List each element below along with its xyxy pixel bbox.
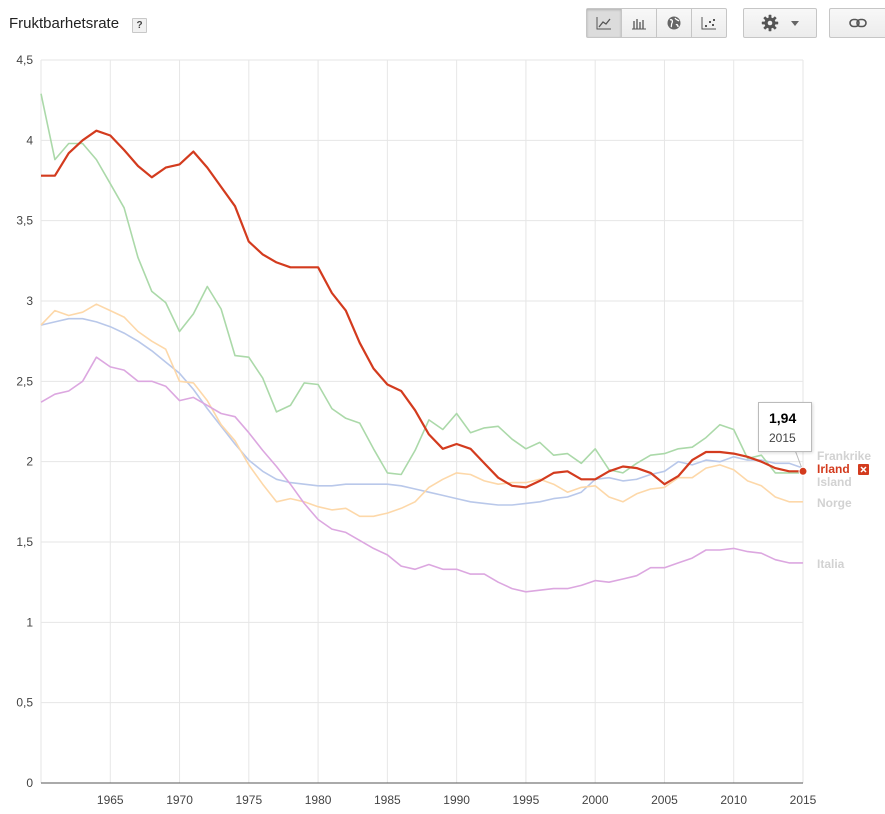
y-axis-ticks: 0 0,5 1 1,5 2 2,5 3 3,5 4 4,5 bbox=[16, 53, 33, 790]
y-tick-label: 1 bbox=[26, 615, 33, 629]
x-tick-label: 1990 bbox=[443, 793, 470, 807]
series-line-island bbox=[40, 93, 803, 476]
x-tick-label: 1985 bbox=[374, 793, 401, 807]
y-tick-label: 0 bbox=[26, 776, 33, 790]
map-view-button[interactable] bbox=[657, 9, 692, 37]
link-button[interactable] bbox=[829, 8, 885, 38]
y-tick-label: 3 bbox=[26, 294, 33, 308]
series-line-frankrike bbox=[40, 317, 804, 506]
chart-title: Fruktbarhetsrate bbox=[9, 15, 120, 32]
y-tick-label: 1,5 bbox=[16, 535, 33, 549]
bar-chart-view-button[interactable] bbox=[622, 9, 657, 37]
help-button[interactable]: ? bbox=[132, 18, 147, 33]
remove-series-icon-cross bbox=[860, 466, 867, 473]
value-tooltip: 1,94 2015 bbox=[758, 402, 812, 452]
series-label-frankrike: Frankrike bbox=[817, 449, 871, 463]
y-tick-label: 2 bbox=[26, 455, 33, 469]
series-lines bbox=[40, 93, 804, 593]
x-tick-label: 1965 bbox=[97, 793, 124, 807]
line-chart-icon bbox=[596, 17, 611, 30]
settings-button[interactable] bbox=[743, 8, 817, 38]
series-label-norge: Norge bbox=[817, 496, 852, 510]
x-tick-label: 1970 bbox=[166, 793, 193, 807]
series-label-island: Island bbox=[817, 475, 852, 489]
series-label-italia: Italia bbox=[817, 557, 845, 571]
gridlines bbox=[40, 59, 804, 784]
view-switcher bbox=[586, 8, 727, 38]
y-tick-label: 4 bbox=[26, 133, 33, 147]
bar-chart-icon bbox=[632, 19, 646, 30]
x-tick-label: 1980 bbox=[305, 793, 332, 807]
y-tick-label: 2,5 bbox=[16, 374, 33, 388]
x-tick-label: 2010 bbox=[720, 793, 747, 807]
series-line-norge bbox=[40, 303, 803, 518]
tooltip-value: 1,94 bbox=[769, 410, 797, 426]
link-icon bbox=[849, 18, 867, 28]
x-tick-label: 2000 bbox=[582, 793, 609, 807]
line-chart-view-button[interactable] bbox=[587, 9, 622, 37]
x-axis-ticks: 1965 1970 1975 1980 1985 1990 1995 2000 2005 2010… bbox=[97, 793, 817, 807]
gear-icon bbox=[761, 14, 779, 32]
highlight-marker bbox=[794, 449, 808, 476]
y-tick-label: 4,5 bbox=[16, 53, 33, 67]
highlight-point bbox=[798, 466, 808, 476]
tooltip-year: 2015 bbox=[769, 431, 796, 445]
y-tick-label: 3,5 bbox=[16, 214, 33, 228]
series-line-irland bbox=[41, 129, 803, 489]
chart-header: Fruktbarhetsrate ? bbox=[0, 0, 885, 48]
x-tick-label: 1975 bbox=[235, 793, 262, 807]
y-tick-label: 0,5 bbox=[16, 696, 33, 710]
x-tick-label: 2015 bbox=[790, 793, 817, 807]
scatter-chart-icon bbox=[701, 17, 716, 30]
remove-series-icon[interactable] bbox=[858, 464, 869, 475]
x-tick-label: 2005 bbox=[651, 793, 678, 807]
x-tick-label: 1995 bbox=[513, 793, 540, 807]
scatter-view-button[interactable] bbox=[692, 9, 726, 37]
caret-down-icon bbox=[791, 20, 799, 26]
series-line-italia bbox=[40, 356, 803, 593]
series-label-irland: Irland bbox=[817, 462, 850, 476]
globe-map-icon bbox=[667, 16, 681, 30]
